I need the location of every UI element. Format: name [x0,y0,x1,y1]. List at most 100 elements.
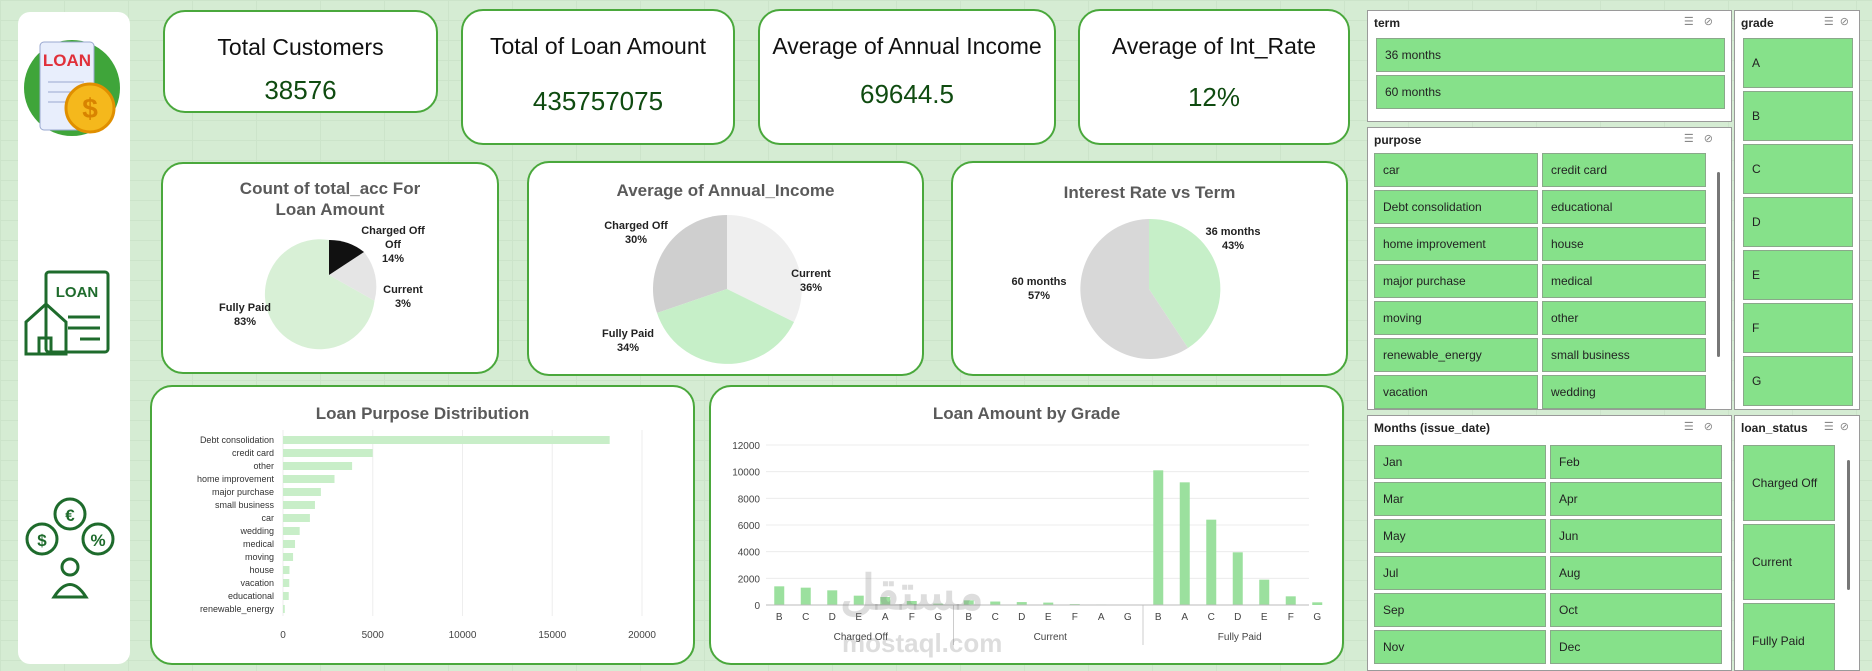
pct-current: 36% [800,282,822,294]
group-label-charged-off: Charged Off [834,632,889,643]
slicer-item-b[interactable]: B [1743,91,1853,141]
slicer-item-major-purchase[interactable]: major purchase [1374,264,1538,298]
slicer-item-home-improvement[interactable]: home improvement [1374,227,1538,261]
slicer-item-credit-card[interactable]: credit card [1542,153,1706,187]
bar-home-improvement [283,475,335,483]
bar-other [283,462,353,470]
column-fully-paid-C [1206,519,1217,605]
sidebar: LOAN $ LOAN € $ % [18,12,130,664]
clear-filter-icon[interactable]: ⊘ [1703,16,1723,28]
y-category-label: home improvement [197,474,275,484]
multiselect-icon[interactable]: ☰ [1683,16,1704,28]
x-category-label: A [1098,612,1105,623]
bar-wedding [283,527,300,535]
multiselect-icon[interactable]: ☰ [1683,133,1704,145]
slicer-item-dec[interactable]: Dec [1550,630,1722,664]
slicer-item-house[interactable]: house [1542,227,1706,261]
slicer-item-aug[interactable]: Aug [1550,556,1722,590]
y-tick-label: 10000 [732,468,760,479]
slicer-item-renewable-energy[interactable]: renewable_energy [1374,338,1538,372]
slicer-item-medical[interactable]: medical [1542,264,1706,298]
slicer-item-vacation[interactable]: vacation [1374,375,1538,409]
multiselect-icon[interactable]: ☰ [1683,421,1704,433]
slicer-item-jan[interactable]: Jan [1374,445,1546,479]
slicer-term: term ☰⊘ 36 months 60 months [1367,10,1732,122]
x-tick-label: 0 [280,630,286,641]
slicer-item-fully-paid[interactable]: Fully Paid [1743,603,1835,670]
group-label-fully-paid: Fully Paid [1218,632,1262,643]
bar-debt-consolidation [283,436,610,444]
svg-text:$: $ [37,531,47,550]
kpi-value: 69644.5 [860,79,954,109]
slicer-item-a[interactable]: A [1743,38,1853,88]
x-category-label: F [909,612,915,623]
y-category-label: renewable_energy [200,604,275,614]
slice-36-months [1149,218,1221,348]
slicer-toolbar: ☰⊘ [1824,15,1855,28]
slicer-item-c[interactable]: C [1743,144,1853,194]
slicer-item-f[interactable]: F [1743,303,1853,353]
slicer-item-current[interactable]: Current [1743,524,1835,600]
slicer-item-oct[interactable]: Oct [1550,593,1722,627]
kpi-average-annual-income: Average of Annual Income 69644.5 [758,9,1056,145]
slicer-scrollbar[interactable] [1717,172,1720,357]
slicer-item-wedding[interactable]: wedding [1542,375,1706,409]
chart-title: Count of total_acc For Loan Amount [239,179,421,219]
slicer-item-jul[interactable]: Jul [1374,556,1546,590]
slicer-item-d[interactable]: D [1743,197,1853,247]
slicer-item-e[interactable]: E [1743,250,1853,300]
slice-current [329,239,364,275]
y-category-label: house [249,565,274,575]
slicer-item-apr[interactable]: Apr [1550,482,1722,516]
pie-interest-term: 36 months 43% 60 months 57% [1011,218,1261,359]
clear-filter-icon[interactable]: ⊘ [1839,421,1855,433]
slicer-item-moving[interactable]: moving [1374,301,1538,335]
chart-interest-rate-term-pie: Interest Rate vs Term 36 months 43% 60 m… [951,161,1348,376]
chart-title: Average of Annual_Income [616,181,835,200]
label-current: Current [383,284,423,296]
slicer-item-small-business[interactable]: small business [1542,338,1706,372]
y-tick-label: 4000 [738,548,761,559]
slicer-item-charged-off[interactable]: Charged Off [1743,445,1835,521]
x-category-label: A [882,612,889,623]
label-fully-paid: Fully Paid [219,302,271,314]
multiselect-icon[interactable]: ☰ [1823,421,1840,433]
slicer-title: loan_status [1741,421,1808,435]
slicer-scrollbar[interactable] [1847,460,1850,590]
kpi-total-customers: Total Customers 38576 [163,10,438,113]
pct-60-months: 57% [1028,290,1050,302]
slicer-item-jun[interactable]: Jun [1550,519,1722,553]
slicer-item-mar[interactable]: Mar [1374,482,1546,516]
slicer-item-60-months[interactable]: 60 months [1376,75,1725,109]
clear-filter-icon[interactable]: ⊘ [1703,421,1723,433]
slicer-item-sep[interactable]: Sep [1374,593,1546,627]
slicer-item-may[interactable]: May [1374,519,1546,553]
column-current-D [1016,602,1027,605]
clear-filter-icon[interactable]: ⊘ [1839,16,1855,28]
slice-charged-off [329,252,377,301]
pct-charged-off: 14% [382,253,404,265]
pie-annual-income: Charged Off 30% Current 36% Fully Paid 3… [602,214,831,364]
slicer-item-other[interactable]: other [1542,301,1706,335]
pie-slices [1080,218,1221,359]
finance-currency-icon: € $ % [25,497,115,599]
svg-text:Off: Off [385,239,401,251]
chart-total-acc-pie: Count of total_acc For Loan Amount Charg… [161,162,499,374]
slicer-item-feb[interactable]: Feb [1550,445,1722,479]
slicer-item-educational[interactable]: educational [1542,190,1706,224]
slicer-item-36-months[interactable]: 36 months [1376,38,1725,72]
slicer-item-g[interactable]: G [1743,356,1853,406]
kpi-total-loan-amount: Total of Loan Amount 435757075 [461,9,735,145]
x-category-label: C [802,612,809,623]
slicer-item-debt-consolidation[interactable]: Debt consolidation [1374,190,1538,224]
clear-filter-icon[interactable]: ⊘ [1703,133,1723,145]
pie-slices [264,239,377,350]
column-fully-paid-E [1259,579,1270,605]
chart-title: Loan Amount by Grade [932,404,1121,423]
kpi-title: Total Customers [217,34,384,60]
slicer-item-nov[interactable]: Nov [1374,630,1546,664]
multiselect-icon[interactable]: ☰ [1823,16,1840,28]
slicer-title: purpose [1374,133,1422,147]
slicer-item-car[interactable]: car [1374,153,1538,187]
bar-educational [283,592,289,600]
